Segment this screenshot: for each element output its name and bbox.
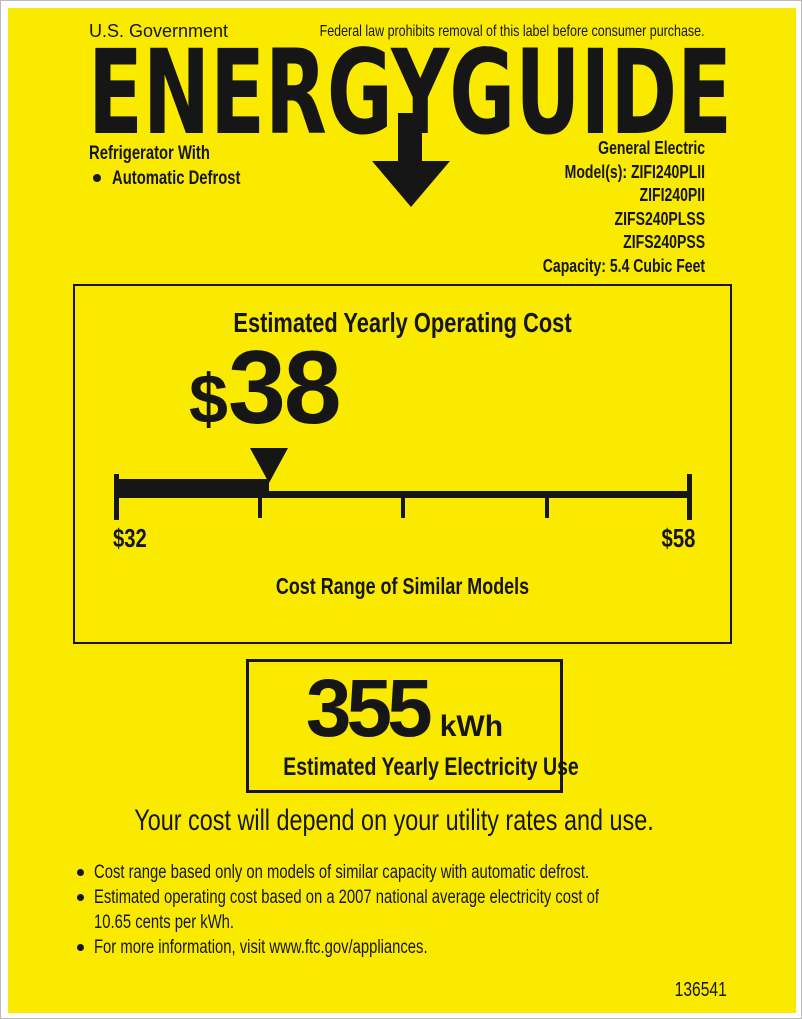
model-line: Model(s): ZIFI240PLII <box>564 161 705 182</box>
logo-arrow-shaft <box>398 113 422 163</box>
federal-law-notice: Federal law prohibits removal of this la… <box>320 23 705 40</box>
cost-marker-triangle-icon <box>250 448 288 483</box>
appliance-category: Refrigerator With <box>89 143 210 164</box>
scale-min-label: $32 <box>113 523 147 553</box>
scale-tick <box>545 498 549 518</box>
model-line: ZIFS240PSS <box>623 232 705 252</box>
operating-cost-title: Estimated Yearly Operating Cost <box>233 307 572 338</box>
manufacturer-name: General Electric <box>598 138 705 158</box>
cost-scale-axis <box>116 491 692 498</box>
logo-down-arrow-icon <box>372 161 450 207</box>
scale-left-endcap <box>114 474 119 520</box>
currency-symbol: $ <box>189 360 228 438</box>
capacity-line: Capacity: 5.4 Cubic Feet <box>542 255 705 276</box>
yearly-cost-value: $38 <box>189 330 342 446</box>
bullet-icon <box>77 944 84 951</box>
scale-max-label: $58 <box>661 523 695 553</box>
footnote-text: Cost range based only on models of simil… <box>94 862 590 883</box>
scale-tick <box>401 498 405 518</box>
footnote-item: Cost range based only on models of simil… <box>77 860 801 885</box>
footnote-text: For more information, visit www.ftc.gov/… <box>94 937 428 958</box>
footnote-item: Estimated operating cost based on a 2007… <box>77 885 801 935</box>
kwh-value: 355 <box>305 663 433 754</box>
operating-cost-box: Estimated Yearly Operating Cost $38 $32 … <box>73 284 732 644</box>
footnote-item: For more information, visit www.ftc.gov/… <box>77 935 801 960</box>
electricity-use-caption: Estimated Yearly Electricity Use <box>283 753 579 781</box>
cost-range-caption: Cost Range of Similar Models <box>275 573 530 599</box>
appliance-feature-row: Automatic Defrost <box>93 168 277 190</box>
bullet-icon <box>77 894 84 901</box>
kwh-unit: kWh <box>439 710 504 743</box>
label-number: 136541 <box>674 979 727 1001</box>
cost-amount: 38 <box>227 330 342 446</box>
model-line: ZIFI240PII <box>639 185 705 205</box>
footnote-list: Cost range based only on models of simil… <box>77 860 801 960</box>
scale-tick <box>258 498 262 518</box>
manufacturer-model-block: General Electric Model(s): ZIFI240PLII Z… <box>543 137 705 278</box>
bullet-icon <box>93 174 101 182</box>
footnote-text: Estimated operating cost based on a 2007… <box>94 887 600 933</box>
model-line: ZIFS240PLSS <box>614 208 705 229</box>
electricity-use-row: 355 kWh <box>249 668 560 750</box>
utility-rates-headline: Your cost will depend on your utility ra… <box>134 804 654 837</box>
appliance-feature: Automatic Defrost <box>112 168 241 189</box>
us-government-text: U.S. Government <box>89 21 229 41</box>
bullet-icon <box>77 869 84 876</box>
electricity-use-box: 355 kWh Estimated Yearly Electricity Use <box>246 659 579 793</box>
scale-right-endcap <box>687 474 692 520</box>
